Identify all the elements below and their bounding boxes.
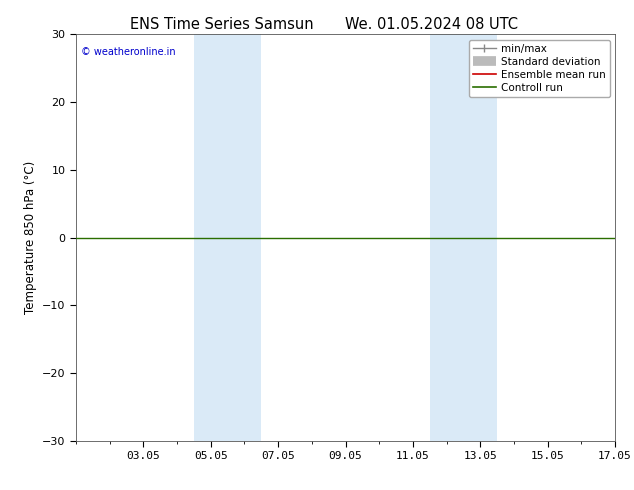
Bar [430, 34, 497, 441]
Legend: min/max, Standard deviation, Ensemble mean run, Controll run: min/max, Standard deviation, Ensemble me… [469, 40, 610, 97]
Text: ENS Time Series Samsun: ENS Time Series Samsun [130, 17, 314, 32]
Bar [194, 34, 261, 441]
Y-axis label: Temperature 850 hPa (°C): Temperature 850 hPa (°C) [23, 161, 37, 314]
Text: © weatheronline.in: © weatheronline.in [81, 47, 176, 56]
Text: We. 01.05.2024 08 UTC: We. 01.05.2024 08 UTC [345, 17, 517, 32]
